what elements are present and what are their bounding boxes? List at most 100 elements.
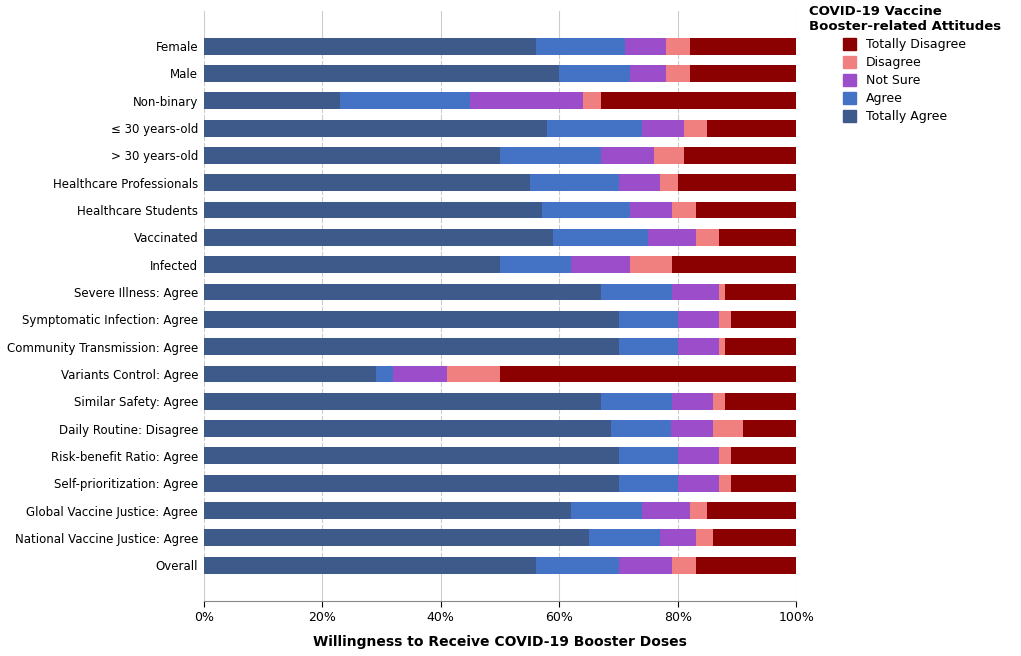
Bar: [672, 283, 720, 300]
Bar: [678, 447, 720, 464]
Bar: [660, 529, 695, 546]
Bar: [672, 557, 695, 574]
Bar: [583, 92, 600, 109]
Bar: [630, 65, 666, 82]
Bar: [536, 37, 625, 54]
Bar: [690, 37, 796, 54]
Bar: [204, 557, 536, 574]
Bar: [619, 338, 678, 355]
Bar: [695, 557, 796, 574]
Bar: [720, 475, 731, 492]
Bar: [720, 229, 796, 246]
Bar: [630, 201, 672, 218]
Bar: [678, 475, 720, 492]
Bar: [720, 447, 731, 464]
Bar: [204, 174, 530, 191]
Bar: [204, 256, 500, 273]
Bar: [720, 311, 731, 328]
Bar: [648, 229, 695, 246]
Bar: [376, 365, 393, 382]
Bar: [672, 256, 796, 273]
Bar: [695, 529, 714, 546]
Bar: [619, 475, 678, 492]
Bar: [666, 37, 690, 54]
Bar: [725, 393, 796, 410]
Bar: [742, 420, 796, 437]
Bar: [666, 65, 690, 82]
Legend: Totally Disagree, Disagree, Not Sure, Agree, Totally Agree: Totally Disagree, Disagree, Not Sure, Ag…: [809, 5, 1001, 123]
Bar: [714, 393, 725, 410]
Bar: [204, 365, 376, 382]
Bar: [725, 283, 796, 300]
Bar: [708, 502, 796, 519]
Bar: [678, 174, 796, 191]
Bar: [530, 174, 619, 191]
Bar: [553, 229, 648, 246]
Bar: [695, 201, 796, 218]
X-axis label: Willingness to Receive COVID-19 Booster Doses: Willingness to Receive COVID-19 Booster …: [313, 635, 687, 649]
Bar: [204, 393, 600, 410]
Bar: [713, 420, 742, 437]
Bar: [684, 119, 708, 136]
Bar: [625, 37, 666, 54]
Bar: [678, 338, 720, 355]
Bar: [642, 502, 690, 519]
Bar: [204, 529, 589, 546]
Bar: [393, 365, 447, 382]
Bar: [204, 92, 340, 109]
Bar: [600, 92, 796, 109]
Bar: [731, 311, 796, 328]
Bar: [690, 65, 796, 82]
Bar: [619, 174, 660, 191]
Bar: [725, 338, 796, 355]
Bar: [619, 311, 678, 328]
Bar: [541, 201, 630, 218]
Bar: [619, 557, 672, 574]
Bar: [720, 283, 725, 300]
Bar: [619, 447, 678, 464]
Bar: [660, 174, 678, 191]
Bar: [500, 256, 571, 273]
Bar: [204, 475, 619, 492]
Bar: [560, 65, 630, 82]
Bar: [471, 92, 583, 109]
Bar: [678, 311, 720, 328]
Bar: [671, 420, 713, 437]
Bar: [340, 92, 471, 109]
Bar: [720, 338, 725, 355]
Bar: [708, 119, 796, 136]
Bar: [731, 447, 796, 464]
Bar: [571, 502, 642, 519]
Bar: [204, 283, 600, 300]
Bar: [204, 229, 553, 246]
Bar: [600, 147, 654, 164]
Bar: [589, 529, 660, 546]
Bar: [536, 557, 619, 574]
Bar: [204, 37, 536, 54]
Bar: [600, 393, 672, 410]
Bar: [684, 147, 796, 164]
Bar: [204, 338, 619, 355]
Bar: [447, 365, 500, 382]
Bar: [571, 256, 630, 273]
Bar: [204, 201, 541, 218]
Bar: [672, 393, 714, 410]
Bar: [690, 502, 708, 519]
Bar: [204, 65, 560, 82]
Bar: [672, 201, 695, 218]
Bar: [695, 229, 720, 246]
Bar: [204, 119, 547, 136]
Bar: [642, 119, 684, 136]
Bar: [731, 475, 796, 492]
Bar: [500, 365, 796, 382]
Bar: [204, 420, 611, 437]
Bar: [611, 420, 671, 437]
Bar: [714, 529, 796, 546]
Bar: [500, 147, 600, 164]
Bar: [204, 502, 571, 519]
Bar: [204, 447, 619, 464]
Bar: [630, 256, 672, 273]
Bar: [204, 311, 619, 328]
Bar: [600, 283, 672, 300]
Bar: [547, 119, 642, 136]
